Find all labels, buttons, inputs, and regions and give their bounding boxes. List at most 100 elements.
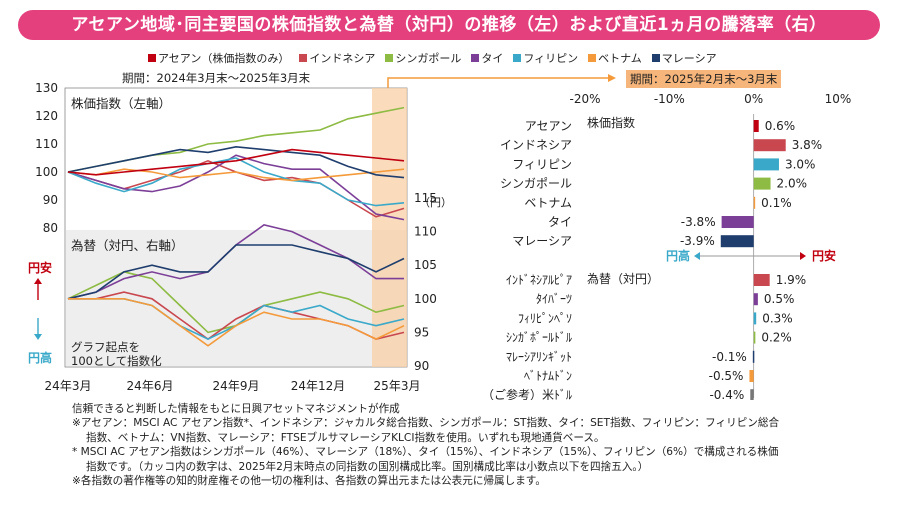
fx-bar bbox=[752, 350, 755, 363]
stock-value-label: 3.0% bbox=[785, 157, 816, 171]
stock-series-line bbox=[67, 154, 405, 221]
y-left-tick-label: 80 bbox=[43, 221, 58, 235]
stock-category-label: アセアン bbox=[525, 119, 572, 133]
legend-item-philippines: フィリピン bbox=[513, 50, 578, 66]
legend-swatch bbox=[385, 54, 394, 62]
stock-category-label: タイ bbox=[548, 215, 572, 229]
fx-bar bbox=[750, 389, 754, 400]
x-tick-label: 24年12月 bbox=[291, 379, 346, 393]
fx-panel-title: 為替（対円、右軸） bbox=[71, 238, 184, 253]
stock-bar bbox=[753, 139, 786, 152]
yen-strong-label: 円高 bbox=[28, 350, 52, 365]
stock-bar bbox=[753, 177, 771, 190]
note-indices: ※アセアン：MSCI AC アセアン指数*、インドネシア：ジャカルタ総合指数、シ… bbox=[72, 417, 780, 430]
stock-bar bbox=[720, 235, 754, 248]
y-right-tick-label: 100 bbox=[414, 292, 437, 306]
stock-value-label: 3.8% bbox=[792, 138, 823, 152]
stock-category-label: ベトナム bbox=[524, 196, 572, 210]
fx-yen-weak-label: 円安 bbox=[812, 248, 836, 263]
legend-swatch bbox=[651, 54, 660, 62]
fx-bar bbox=[749, 370, 754, 382]
yen-weak-arrowhead bbox=[34, 278, 42, 284]
bar-x-tick-label: 0% bbox=[744, 92, 763, 106]
note-msci: * MSCI AC アセアン指数はシンガポール（46%）、マレーシア（18%）、… bbox=[72, 446, 779, 459]
fx-series-line bbox=[67, 244, 405, 300]
yen-weak-label: 円安 bbox=[28, 260, 52, 275]
chart-title: アセアン地域･同主要国の株価指数と為替（対円）の推移（左）および直近1ヵ月の騰落… bbox=[18, 10, 880, 40]
fx-value-label: -0.1% bbox=[712, 350, 747, 364]
legend-item-asean: アセアン（株価指数のみ） bbox=[148, 50, 289, 66]
x-tick-label: 24年9月 bbox=[213, 379, 260, 393]
bar-x-tick-label: -20% bbox=[569, 92, 600, 106]
fx-category-label: ｼﾝｶﾞﾎﾟｰﾙﾄﾞﾙ bbox=[506, 331, 572, 345]
legend-swatch bbox=[513, 54, 522, 62]
fx-bar bbox=[753, 293, 758, 306]
note-msci-cont: 指数です。（カッコ内の数字は、2025年2月末時点の同指数の国別構成比率。国別構… bbox=[86, 460, 649, 473]
stock-panel-title: 株価指数（左軸） bbox=[71, 96, 171, 111]
fx-category-label: ﾌｨﾘﾋﾟﾝﾍﾟｿ bbox=[518, 311, 572, 325]
stock-bar bbox=[721, 216, 754, 228]
legend-item-singapore: シンガポール bbox=[385, 50, 461, 66]
fx-value-label: 0.5% bbox=[764, 292, 795, 306]
index-note: グラフ起点を bbox=[71, 340, 140, 354]
stock-bar bbox=[753, 196, 756, 209]
fx-category-label: ﾏﾚｰｼｱﾘﾝｷﾞｯﾄ bbox=[506, 350, 572, 364]
y-left-tick-label: 110 bbox=[35, 137, 58, 151]
connector-arrowhead bbox=[608, 74, 616, 82]
legend-item-vietnam: ベトナム bbox=[588, 50, 642, 66]
index-note: 100として指数化 bbox=[71, 354, 162, 368]
stock-bars-label: 株価指数 bbox=[587, 115, 635, 130]
period-right: 期間：2025年2月末～3月末 bbox=[626, 70, 782, 88]
stock-series-line-asean bbox=[67, 148, 405, 176]
chart-canvas: 130 120 110 100 90 80 115 110 105 100 95 90 （円） 24年3月… bbox=[28, 74, 852, 400]
x-tick-label: 24年6月 bbox=[127, 379, 174, 393]
note-copyright: ※各指数の著作権等の知的財産権その他一切の権利は、各指数の算出元または公表元に帰… bbox=[72, 475, 546, 488]
note-source: 信頼できると判断した情報をもとに日興アセットマネジメントが作成 bbox=[72, 403, 400, 415]
legend-swatch bbox=[148, 54, 156, 62]
stock-category-label: マレーシア bbox=[512, 234, 572, 248]
fx-value-label: 0.3% bbox=[762, 311, 793, 325]
stock-value-label: 2.0% bbox=[777, 177, 808, 191]
fx-left-arrowhead bbox=[694, 252, 700, 260]
legend-item-indonesia: インドネシア bbox=[299, 50, 375, 66]
y-right-tick-label: 105 bbox=[414, 258, 437, 272]
legend-item-malaysia: マレーシア bbox=[651, 50, 717, 66]
stock-series-line bbox=[67, 168, 405, 182]
period-left: 期間：2024年3月末～2025年3月末 bbox=[122, 71, 311, 85]
y-right-tick-label: 110 bbox=[414, 225, 437, 239]
fx-bar bbox=[753, 274, 770, 286]
legend-swatch bbox=[471, 54, 480, 62]
fx-category-label: ｲﾝﾄﾞﾈｼｱﾙﾋﾟｱ bbox=[506, 273, 572, 287]
stock-series-line bbox=[67, 145, 405, 179]
y-left-tick-label: 130 bbox=[35, 81, 58, 95]
fx-bar bbox=[753, 331, 756, 344]
stock-category-label: インドネシア bbox=[500, 138, 572, 152]
fx-value-label: -0.4% bbox=[709, 388, 744, 400]
fx-series-line bbox=[68, 297, 405, 347]
fx-bars-label: 為替（対円） bbox=[587, 272, 659, 286]
y-right-tick-label: 90 bbox=[414, 359, 429, 373]
bar-x-tick-label: 10% bbox=[825, 92, 852, 106]
y-left-tick-label: 100 bbox=[35, 165, 58, 179]
legend-item-thailand: タイ bbox=[471, 50, 503, 66]
y-left-tick-label: 120 bbox=[35, 109, 58, 123]
x-tick-label: 25年3月 bbox=[374, 379, 421, 393]
fx-category-label: ﾀｲﾊﾞｰﾂ bbox=[536, 292, 572, 306]
stock-bar bbox=[753, 120, 759, 132]
yen-strong-arrowhead bbox=[34, 334, 42, 340]
legend: アセアン（株価指数のみ） インドネシア シンガポール タイ フィリピン ベトナム… bbox=[148, 50, 717, 66]
fx-value-label: -0.5% bbox=[709, 369, 744, 383]
fx-value-label: 1.9% bbox=[776, 273, 807, 287]
fx-value-label: 0.2% bbox=[761, 331, 792, 345]
stock-value-label: 0.6% bbox=[765, 119, 796, 133]
y-right-unit: （円） bbox=[419, 196, 452, 209]
stock-value-label: -3.9% bbox=[680, 234, 715, 248]
fx-right-arrowhead bbox=[800, 252, 806, 260]
fx-category-label: （ご参考）米ﾄﾞﾙ bbox=[482, 387, 572, 400]
connector-arrow bbox=[387, 77, 610, 88]
bar-x-tick-label: -10% bbox=[654, 92, 685, 106]
fx-bar bbox=[753, 312, 757, 325]
legend-swatch bbox=[588, 54, 597, 62]
x-tick-label: 24年3月 bbox=[45, 379, 92, 393]
y-left-tick-label: 90 bbox=[43, 193, 58, 207]
